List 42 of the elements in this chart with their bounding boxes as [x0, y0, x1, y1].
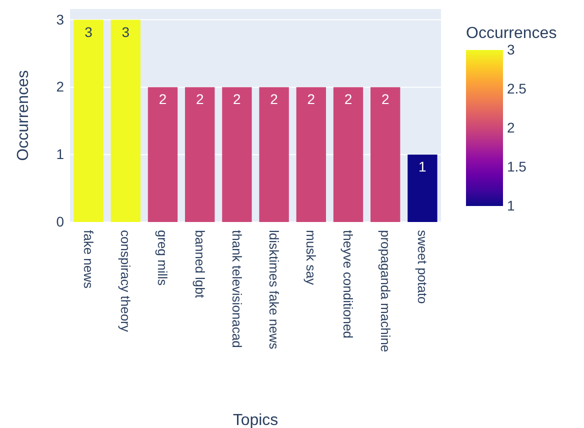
y-axis-title: Occurrences — [15, 70, 32, 161]
color-bar-title: Occurrences — [466, 25, 557, 42]
bar — [296, 87, 326, 222]
y-tick-label: 3 — [56, 11, 64, 28]
bar — [148, 87, 178, 222]
data-label: 2 — [196, 91, 204, 108]
bar — [259, 87, 289, 222]
bar — [74, 20, 104, 222]
data-label: 3 — [84, 24, 93, 40]
data-label: 2 — [381, 91, 390, 108]
x-axis-title: Topics — [232, 412, 278, 428]
x-tick-label: musk say — [304, 230, 319, 286]
bar — [185, 87, 215, 222]
data-label: 2 — [158, 91, 167, 108]
data-label: 1 — [418, 158, 427, 175]
y-tick-label: 2 — [56, 78, 64, 95]
color-bar-label: 1 — [507, 197, 515, 214]
x-tick-label: conspiracy theory — [118, 230, 134, 332]
data-label: 2 — [344, 91, 352, 108]
color-bar-label: 1.5 — [507, 158, 527, 174]
bar — [333, 87, 364, 222]
color-bar-label: 2 — [507, 119, 515, 136]
bar — [110, 20, 140, 222]
data-label: 3 — [122, 24, 130, 40]
y-tick-label: 1 — [56, 146, 64, 162]
x-tick-label: propaganda machine — [378, 230, 393, 352]
data-label: 2 — [270, 91, 278, 108]
x-tick-label: sweet potato — [414, 230, 430, 304]
data-label: 2 — [307, 91, 316, 108]
color-bar-label: 3 — [507, 41, 515, 58]
x-tick-label: thank televisionacad — [229, 230, 244, 348]
x-tick-label: ldisktimes fake news — [266, 230, 282, 350]
bar — [370, 87, 400, 222]
color-bar-label: 2.5 — [507, 80, 527, 96]
y-tick-label: 0 — [56, 213, 64, 230]
bar — [222, 87, 252, 222]
x-tick-label: banned lgbt — [192, 230, 208, 298]
bar — [408, 154, 438, 222]
x-tick-label: greg mills — [155, 230, 170, 286]
x-tick-label: fake news — [81, 230, 96, 290]
data-label: 2 — [233, 91, 242, 108]
x-tick-label: theyve conditioned — [340, 230, 356, 338]
